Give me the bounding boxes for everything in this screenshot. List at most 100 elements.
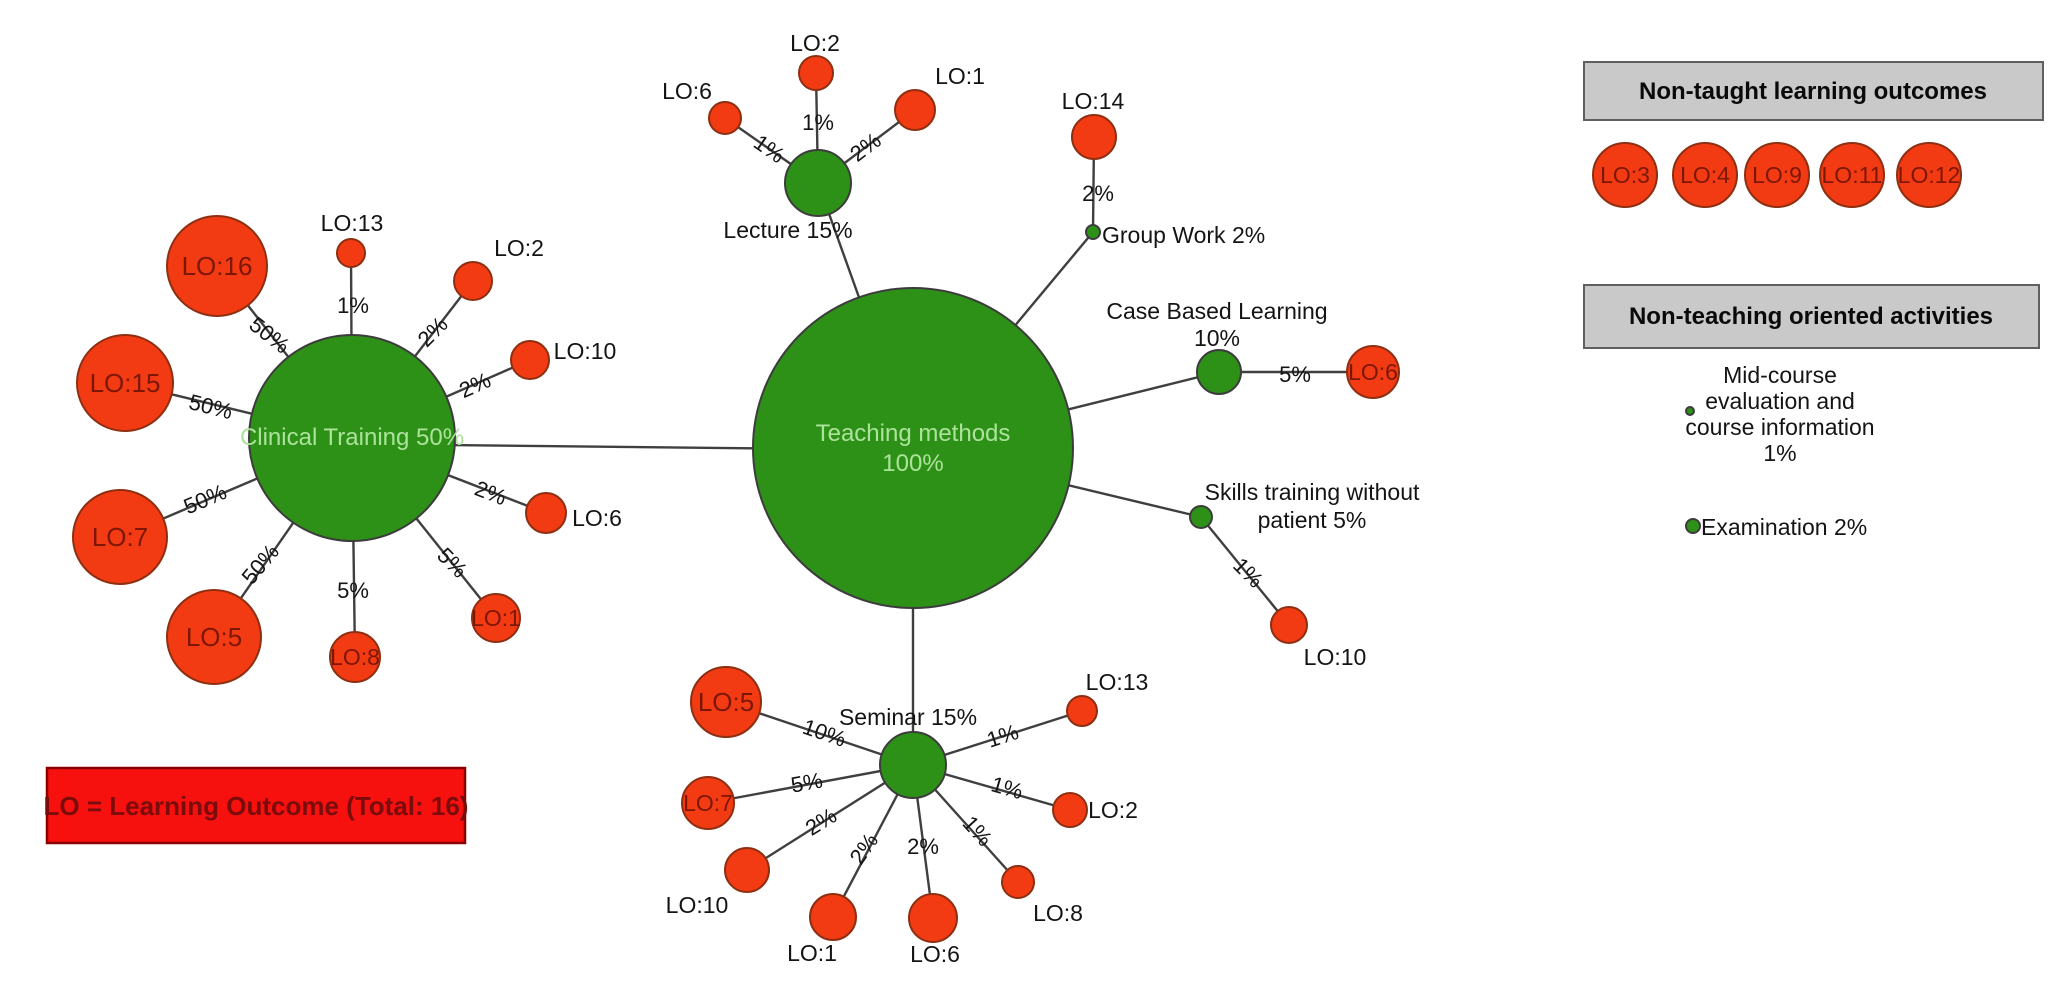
node-group-work bbox=[1085, 224, 1101, 240]
lecture-lo6-pct: 1% bbox=[749, 129, 789, 168]
clinical-lo1-label: LO:1 bbox=[471, 605, 521, 631]
seminar-lo6-pct: 2% bbox=[907, 834, 939, 859]
node-lecture-lo6 bbox=[708, 101, 742, 135]
node-clinical-lo2 bbox=[453, 261, 493, 301]
clinical-lo16-label: LO:16 bbox=[182, 251, 253, 281]
legend-box bbox=[45, 766, 467, 845]
clinical-lo10-label: LO:10 bbox=[554, 338, 617, 364]
node-case-based-learning bbox=[1196, 349, 1242, 395]
non-teaching-header-box bbox=[1583, 284, 2040, 349]
node-teaching-methods bbox=[752, 287, 1074, 609]
node-nontaught-lo9 bbox=[1744, 142, 1810, 208]
seminar-lo10-pct: 2% bbox=[801, 803, 841, 841]
lecture-lo1-pct: 2% bbox=[845, 127, 885, 166]
groupwork-lo14-label: LO:14 bbox=[1062, 88, 1125, 114]
clinical-lo13-label: LO:13 bbox=[321, 210, 384, 236]
clinical-lo8-pct: 5% bbox=[337, 578, 369, 603]
clinical-lo10-pct: 2% bbox=[455, 367, 494, 403]
casebased-lo6-pct: 5% bbox=[1279, 362, 1311, 387]
node-nontaught-lo3 bbox=[1592, 142, 1658, 208]
seminar-lo13-label: LO:13 bbox=[1086, 669, 1149, 695]
teaching-methods-label-line2: 100% bbox=[882, 450, 943, 477]
lecture-label: Lecture 15% bbox=[723, 217, 852, 243]
seminar-lo2-pct: 1% bbox=[988, 771, 1025, 804]
clinical-lo5-label: LO:5 bbox=[186, 622, 242, 652]
node-skills-training bbox=[1189, 505, 1213, 529]
seminar-lo6-label: LO:6 bbox=[910, 941, 960, 967]
node-seminar-lo7 bbox=[681, 776, 735, 830]
skills-label-line2: patient 5% bbox=[1258, 507, 1367, 533]
skills-label-line1: Skills training without bbox=[1205, 479, 1420, 505]
node-clinical-lo16 bbox=[166, 215, 268, 317]
clinical-lo7-pct: 50% bbox=[180, 479, 230, 519]
node-clinical-lo1 bbox=[471, 593, 521, 643]
clinical-training-label: Clinical Training 50% bbox=[240, 424, 464, 451]
node-clinical-training bbox=[248, 334, 456, 542]
node-seminar-lo5 bbox=[690, 666, 762, 738]
node-clinical-lo13 bbox=[336, 238, 366, 268]
lecture-lo2-pct: 1% bbox=[802, 110, 834, 135]
non-taught-header-box bbox=[1583, 61, 2044, 121]
seminar-lo8-label: LO:8 bbox=[1033, 900, 1083, 926]
node-seminar-lo6 bbox=[908, 893, 958, 943]
node-clinical-lo5 bbox=[166, 589, 262, 685]
node-clinical-lo15 bbox=[76, 334, 174, 432]
node-seminar-lo10 bbox=[724, 847, 770, 893]
node-skills-lo10 bbox=[1270, 606, 1308, 644]
nontaught-lo4-label: LO:4 bbox=[1680, 162, 1730, 188]
edge-skills-lo10 bbox=[1200, 516, 1290, 626]
clinical-lo8-label: LO:8 bbox=[330, 644, 380, 670]
group-work-label: Group Work 2% bbox=[1102, 222, 1265, 248]
clinical-lo16-pct: 50% bbox=[245, 312, 295, 359]
nontaught-lo3-label: LO:3 bbox=[1600, 162, 1650, 188]
examination-label: Examination 2% bbox=[1701, 514, 1867, 540]
seminar-lo5-label: LO:5 bbox=[698, 687, 754, 717]
casebased-lo6-label: LO:6 bbox=[1348, 359, 1398, 385]
clinical-lo7-label: LO:7 bbox=[92, 522, 148, 552]
seminar-lo13-pct: 1% bbox=[984, 719, 1022, 753]
node-lecture-lo1 bbox=[894, 89, 936, 131]
clinical-lo2-pct: 2% bbox=[413, 312, 453, 352]
legend-text: LO = Learning Outcome (Total: 16) bbox=[44, 791, 469, 821]
midcourse-line2: evaluation and bbox=[1705, 388, 1855, 414]
midcourse-dot bbox=[1685, 406, 1695, 416]
seminar-lo1-label: LO:1 bbox=[787, 940, 837, 966]
case-based-label-line1: Case Based Learning bbox=[1106, 298, 1327, 324]
midcourse-line4: 1% bbox=[1763, 440, 1796, 466]
node-seminar bbox=[879, 731, 947, 799]
node-seminar-lo8 bbox=[1001, 865, 1035, 899]
groupwork-lo14-pct: 2% bbox=[1082, 181, 1114, 206]
seminar-lo8-pct: 1% bbox=[958, 811, 998, 851]
clinical-lo15-label: LO:15 bbox=[90, 368, 161, 398]
non-teaching-header: Non-teaching oriented activities bbox=[1629, 303, 1993, 330]
seminar-lo10-label: LO:10 bbox=[666, 892, 729, 918]
node-clinical-lo6 bbox=[525, 492, 567, 534]
case-based-label-line2: 10% bbox=[1194, 325, 1240, 351]
examination-dot bbox=[1685, 518, 1701, 534]
seminar-lo7-label: LO:7 bbox=[683, 790, 733, 816]
clinical-lo6-label: LO:6 bbox=[572, 505, 622, 531]
seminar-lo2-label: LO:2 bbox=[1088, 797, 1138, 823]
lecture-lo6-label: LO:6 bbox=[662, 78, 712, 104]
seminar-label: Seminar 15% bbox=[839, 704, 977, 730]
midcourse-line3: course information bbox=[1685, 414, 1874, 440]
node-groupwork-lo14 bbox=[1071, 114, 1117, 160]
skills-lo10-label: LO:10 bbox=[1304, 644, 1367, 670]
lecture-lo1-label: LO:1 bbox=[935, 63, 985, 89]
node-lecture-lo2 bbox=[798, 55, 834, 91]
nontaught-lo12-label: LO:12 bbox=[1898, 162, 1961, 188]
node-seminar-lo13 bbox=[1066, 695, 1098, 727]
node-seminar-lo1 bbox=[809, 893, 857, 941]
node-nontaught-lo4 bbox=[1672, 142, 1738, 208]
clinical-lo15-pct: 50% bbox=[186, 389, 235, 424]
node-lecture bbox=[784, 149, 852, 217]
node-clinical-lo10 bbox=[510, 340, 550, 380]
clinical-lo6-pct: 2% bbox=[471, 476, 510, 511]
lecture-lo2-label: LO:2 bbox=[790, 30, 840, 56]
node-clinical-lo8 bbox=[329, 631, 381, 683]
nontaught-lo11-label: LO:11 bbox=[1822, 162, 1883, 188]
edge-seminar-lo7 bbox=[707, 763, 914, 805]
midcourse-line1: Mid-course bbox=[1723, 362, 1837, 388]
node-seminar-lo2 bbox=[1052, 792, 1088, 828]
